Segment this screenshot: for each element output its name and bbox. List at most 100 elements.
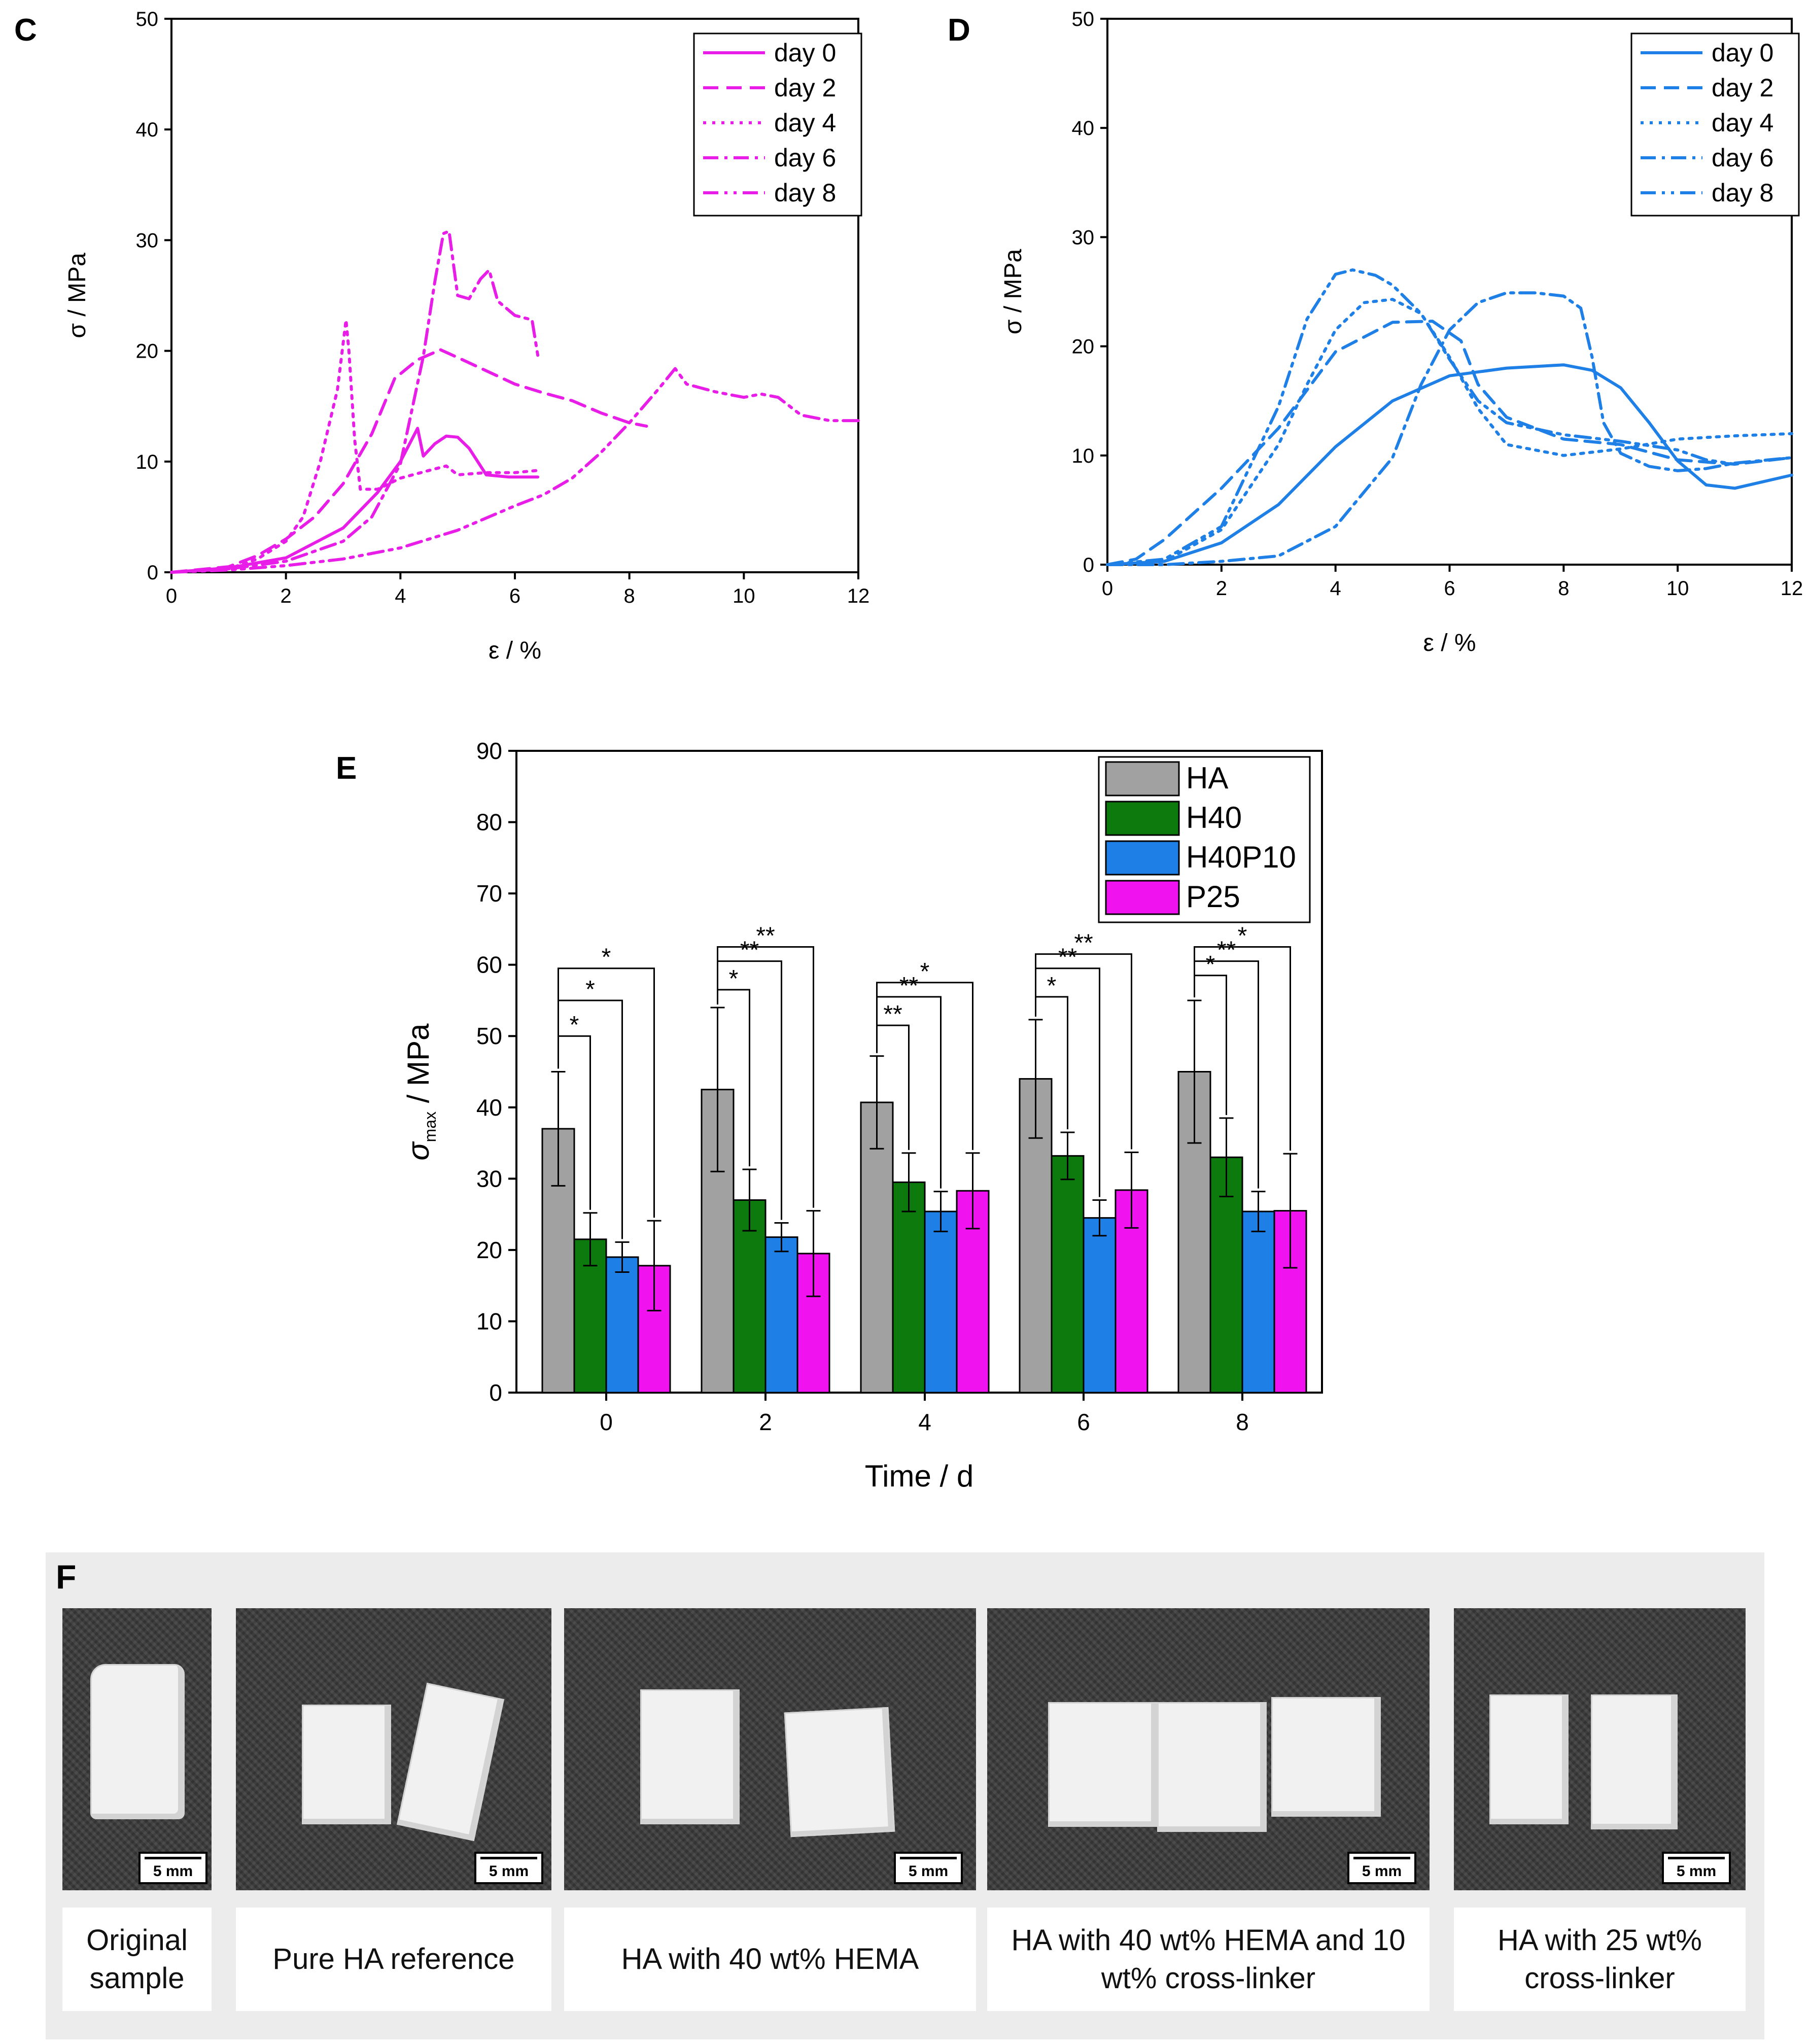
series-line-C-day-0 xyxy=(170,427,540,574)
scale-bar: 5 mm xyxy=(138,1852,207,1884)
x-tick-label: 8 xyxy=(624,585,635,607)
series-line-C-day-4 xyxy=(170,318,540,574)
series-line-C-day-6 xyxy=(170,229,540,574)
significance-label: ** xyxy=(1217,937,1236,964)
scale-bar: 5 mm xyxy=(1662,1852,1731,1884)
scale-bar: 5 mm xyxy=(1347,1852,1416,1884)
x-axis-title-C: ε / % xyxy=(489,637,541,664)
significance-label: ** xyxy=(756,923,775,950)
significance-label: * xyxy=(585,976,595,1003)
x-tick-label: 12 xyxy=(847,585,870,607)
bar-H40-day6 xyxy=(1051,1155,1085,1394)
sample-piece xyxy=(1591,1694,1678,1829)
x-tick-label: 4 xyxy=(1330,577,1341,600)
legend-label: day 8 xyxy=(1712,179,1773,207)
significance-label: ** xyxy=(883,1001,902,1028)
sample-piece xyxy=(1157,1702,1267,1832)
x-tick-label: 2 xyxy=(1216,577,1227,600)
sample-piece xyxy=(396,1682,505,1842)
series-line-D-day-0 xyxy=(1106,363,1793,566)
sample-piece xyxy=(1271,1697,1381,1817)
x-axis-title-E: Time / d xyxy=(865,1459,973,1493)
significance-label: * xyxy=(1238,923,1247,950)
y-tick-label: 30 xyxy=(1072,226,1095,249)
y-axis-title-D: σ / MPa xyxy=(1000,249,1027,335)
significance-label: * xyxy=(1047,973,1057,999)
legend-swatch xyxy=(1105,761,1180,796)
x-tick-label: 0 xyxy=(166,585,177,607)
significance-bracket xyxy=(1194,946,1291,1151)
series-line-C-day-2 xyxy=(170,348,648,574)
bar-H40-day4 xyxy=(892,1181,926,1394)
caption-ha-40-hema-10-crosslinker: HA with 40 wt% HEMA and 10 wt% cross-lin… xyxy=(987,1908,1430,2011)
sample-piece xyxy=(1489,1694,1569,1824)
panel-f-label: F xyxy=(56,1558,77,1596)
caption-ha-25-crosslinker: HA with 25 wt% cross-linker xyxy=(1454,1908,1746,2011)
legend-swatch xyxy=(1105,801,1180,836)
y-tick-label: 50 xyxy=(1072,8,1095,30)
y-tick-label: 40 xyxy=(136,119,159,141)
y-title-unit: / MPa xyxy=(401,1023,435,1112)
caption-original-sample: Original sample xyxy=(62,1908,212,2011)
significance-label: ** xyxy=(899,973,918,999)
bar-H40P10-day4 xyxy=(924,1210,958,1394)
y-tick-label: 10 xyxy=(136,451,159,473)
significance-bracket xyxy=(1035,953,1132,1150)
x-tick-label: 8 xyxy=(1558,577,1569,600)
series-line-D-day-8 xyxy=(1106,268,1736,566)
y-tick-label: 30 xyxy=(136,229,159,252)
x-tick-label: 0 xyxy=(600,1409,613,1435)
significance-label: ** xyxy=(1058,944,1077,971)
photo-ha-40-hema: 5 mm xyxy=(564,1608,976,1890)
scale-bar: 5 mm xyxy=(474,1852,543,1884)
panel-f: F 5 mm Original sample 5 mm Pure HA refe… xyxy=(46,1552,1764,2039)
bar-H40P10-day0 xyxy=(605,1256,639,1394)
y-tick-label: 20 xyxy=(136,340,159,363)
sample-piece xyxy=(1048,1702,1158,1827)
significance-bracket xyxy=(876,982,973,1150)
x-tick-label: 2 xyxy=(759,1409,772,1435)
y-tick-label: 0 xyxy=(489,1379,502,1406)
x-tick-label: 4 xyxy=(395,585,406,607)
y-tick-label: 50 xyxy=(136,8,159,30)
caption-ha-40-hema: HA with 40 wt% HEMA xyxy=(564,1908,976,2011)
significance-label: * xyxy=(1206,951,1215,978)
legend-swatch xyxy=(1105,880,1180,915)
sample-piece xyxy=(784,1707,895,1838)
photo-original-sample: 5 mm xyxy=(62,1608,212,1890)
photo-pure-ha-reference: 5 mm xyxy=(236,1608,551,1890)
legend-label: H40 xyxy=(1186,801,1242,835)
series-line-D-day-4 xyxy=(1106,298,1793,566)
y-tick-label: 10 xyxy=(476,1308,502,1334)
y-tick-label: 0 xyxy=(147,562,158,584)
bar-H40P10-day8 xyxy=(1241,1210,1275,1394)
bar-H40P10-day2 xyxy=(764,1236,798,1394)
panel-label-C: C xyxy=(14,13,37,48)
significance-label: * xyxy=(602,944,611,971)
y-tick-label: 20 xyxy=(1072,336,1095,358)
legend-box-C xyxy=(693,32,862,217)
bar-H40P10-day6 xyxy=(1083,1217,1117,1394)
y-tick-label: 20 xyxy=(476,1237,502,1263)
x-tick-label: 6 xyxy=(509,585,520,607)
y-tick-label: 80 xyxy=(476,809,502,836)
x-tick-label: 10 xyxy=(1666,577,1689,600)
y-title-symbol: σ xyxy=(401,1141,435,1161)
sample-piece xyxy=(302,1705,391,1824)
legend-label: day 4 xyxy=(1712,109,1773,137)
legend-label: day 2 xyxy=(774,74,836,102)
x-tick-label: 0 xyxy=(1102,577,1113,600)
y-axis-title-C: σ / MPa xyxy=(64,253,91,338)
legend-label: day 6 xyxy=(774,144,836,172)
panel-label-E: E xyxy=(336,751,357,786)
y-tick-label: 0 xyxy=(1083,554,1094,576)
y-tick-label: 60 xyxy=(476,952,502,978)
y-tick-label: 70 xyxy=(476,880,502,907)
y-tick-label: 90 xyxy=(476,738,502,764)
x-tick-label: 2 xyxy=(281,585,292,607)
legend-swatch xyxy=(1105,840,1180,876)
significance-bracket xyxy=(558,967,655,1218)
significance-label: ** xyxy=(740,937,759,964)
x-tick-label: 12 xyxy=(1781,577,1803,600)
